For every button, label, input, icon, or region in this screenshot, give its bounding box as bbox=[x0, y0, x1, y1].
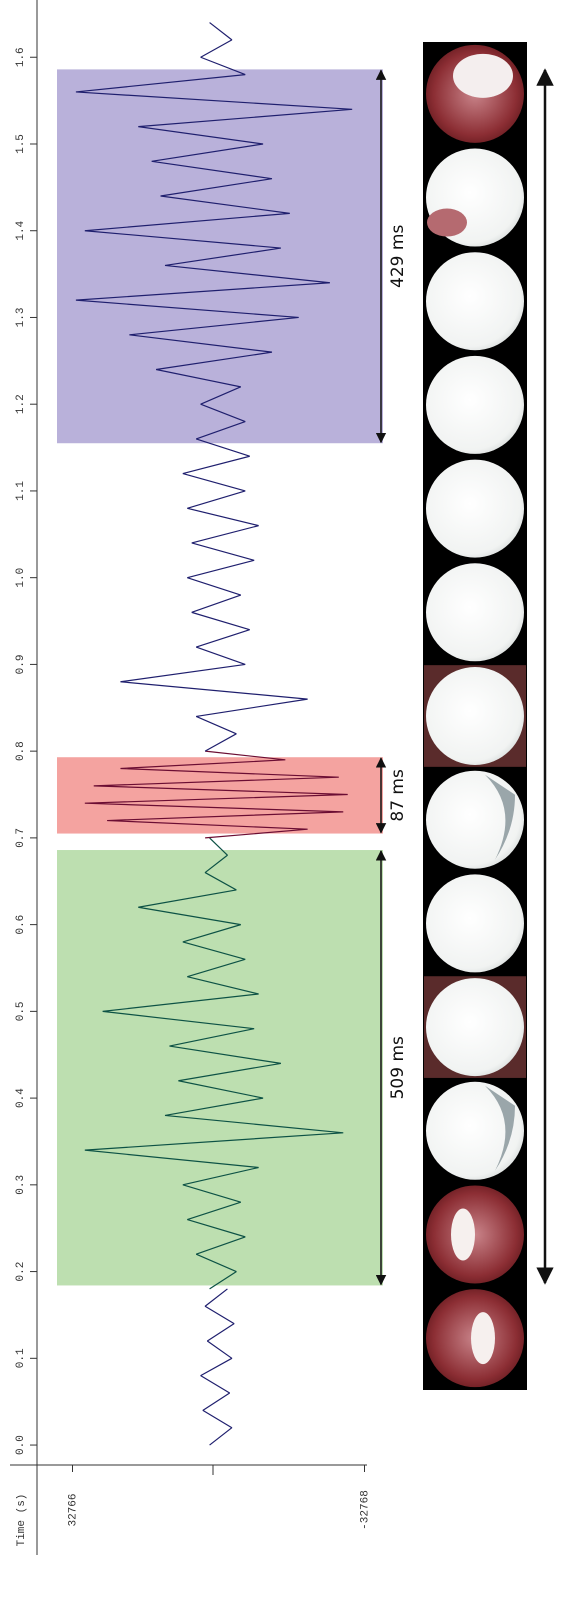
video-frame bbox=[426, 563, 524, 662]
x-tick-label: 0.9 bbox=[15, 655, 27, 675]
x-tick-label: 1.2 bbox=[15, 394, 27, 414]
waveform bbox=[200, 1288, 235, 1446]
region-label: 429 ms bbox=[388, 225, 408, 288]
video-frame bbox=[426, 355, 524, 454]
frame-highlight bbox=[485, 774, 515, 860]
frame-highlight bbox=[453, 53, 513, 98]
axis-title: Time (s) bbox=[16, 1494, 28, 1547]
x-tick-label: 1.6 bbox=[15, 47, 27, 67]
frame-highlight bbox=[427, 208, 467, 237]
x-tick-label: 1.5 bbox=[15, 134, 27, 154]
y-tick-label: -32768 bbox=[359, 1490, 371, 1530]
video-frame bbox=[426, 667, 524, 765]
video-frame bbox=[426, 252, 524, 351]
region bbox=[57, 69, 383, 444]
video-frame bbox=[426, 770, 524, 869]
video-frame bbox=[426, 978, 524, 1077]
region bbox=[57, 850, 383, 1286]
video-frame bbox=[426, 459, 524, 558]
region-label: 509 ms bbox=[388, 1036, 408, 1099]
x-tick-label: 1.4 bbox=[15, 220, 27, 240]
waveform bbox=[84, 837, 344, 1290]
video-frame bbox=[426, 1081, 524, 1180]
x-tick-label: 0.0 bbox=[15, 1435, 27, 1455]
y-tick-label: 32766 bbox=[67, 1493, 79, 1526]
x-tick-label: 0.5 bbox=[15, 1001, 27, 1021]
x-tick-label: 0.1 bbox=[15, 1348, 27, 1368]
waveform bbox=[75, 22, 353, 752]
x-tick-label: 0.4 bbox=[15, 1088, 27, 1108]
x-tick-label: 1.3 bbox=[15, 308, 27, 328]
x-tick-label: 0.2 bbox=[15, 1262, 27, 1282]
x-tick-label: 0.6 bbox=[15, 915, 27, 935]
region-label: 87 ms bbox=[388, 769, 408, 822]
x-tick-label: 0.3 bbox=[15, 1175, 27, 1195]
frame-highlight bbox=[471, 1312, 495, 1365]
x-tick-label: 0.7 bbox=[15, 828, 27, 848]
frame-highlight bbox=[451, 1208, 475, 1261]
frame-highlight bbox=[485, 1085, 515, 1171]
x-tick-label: 1.0 bbox=[15, 568, 27, 588]
waveform bbox=[84, 750, 348, 839]
video-frame bbox=[426, 874, 524, 973]
x-tick-label: 1.1 bbox=[15, 481, 27, 501]
x-tick-label: 0.8 bbox=[15, 741, 27, 761]
